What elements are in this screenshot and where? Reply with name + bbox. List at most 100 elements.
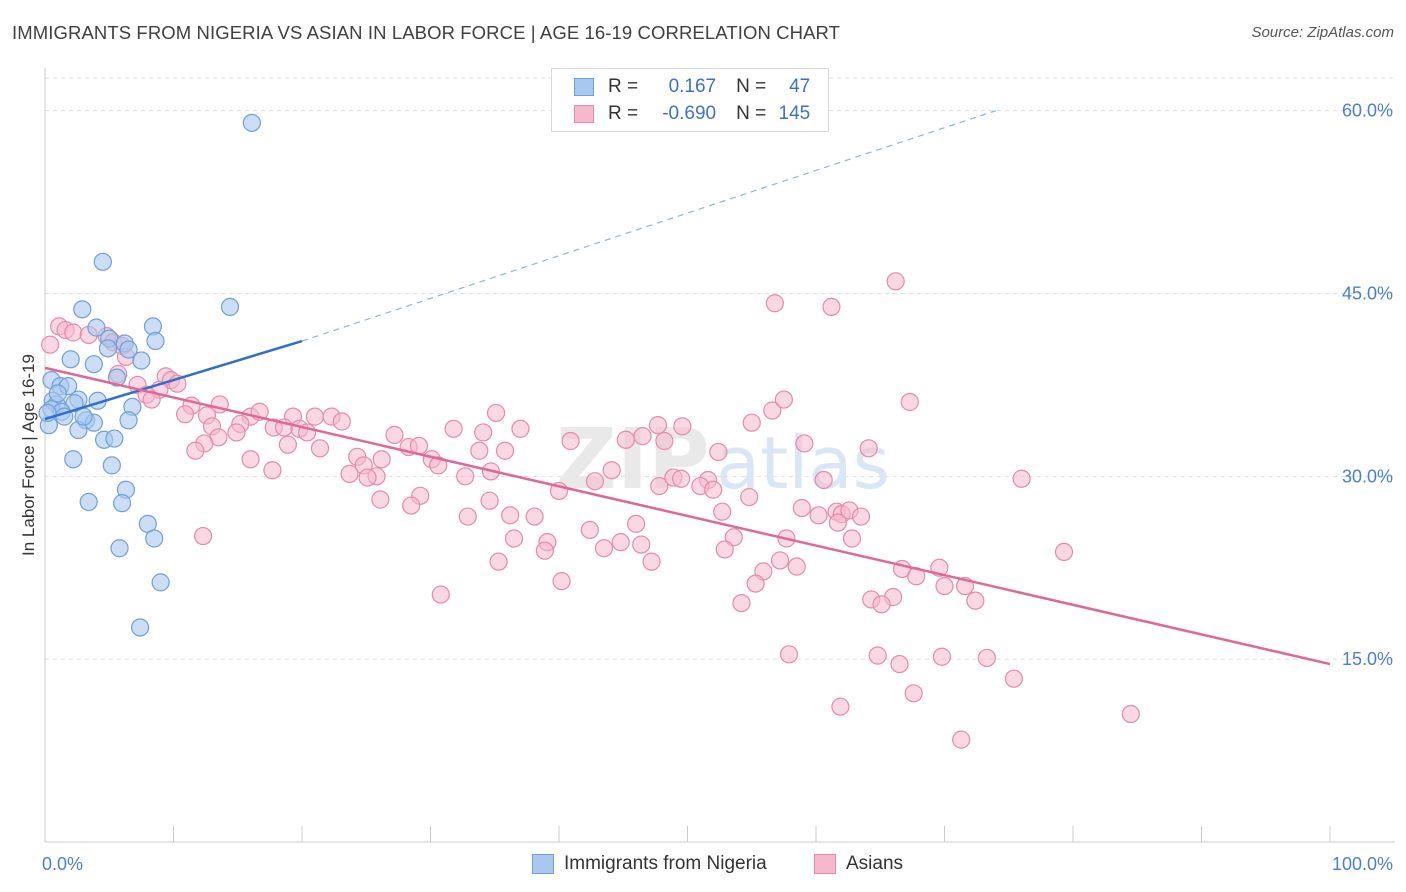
legend-n-label: N = bbox=[736, 76, 767, 97]
bottom-legend-label-nigeria: Immigrants from Nigeria bbox=[564, 853, 767, 874]
asians-point bbox=[1054, 542, 1074, 562]
asians-point bbox=[648, 416, 668, 435]
asians-point bbox=[724, 528, 743, 547]
asians-point bbox=[828, 513, 847, 532]
nigeria-point bbox=[145, 529, 164, 548]
asians-point bbox=[904, 684, 923, 703]
asians-point bbox=[489, 552, 508, 571]
asians-point bbox=[900, 392, 919, 412]
asians-point bbox=[831, 697, 850, 716]
nigeria-point bbox=[98, 339, 118, 358]
asians-point bbox=[305, 407, 324, 426]
nigeria-trend-extension bbox=[301, 110, 997, 342]
asians-point bbox=[340, 464, 359, 483]
asians-point bbox=[890, 654, 909, 674]
bottom-legend-label-asians: Asians bbox=[846, 853, 904, 874]
asians-point bbox=[1012, 469, 1031, 488]
nigeria-point bbox=[151, 573, 170, 592]
legend-n-value: 145 bbox=[778, 103, 811, 124]
asians-trend-line bbox=[44, 366, 1331, 666]
asians-point bbox=[795, 434, 814, 453]
legend-r-label: R = bbox=[608, 76, 639, 97]
asians-point bbox=[501, 506, 520, 525]
asians-point bbox=[480, 491, 499, 510]
legend-r-value: 0.167 bbox=[668, 76, 717, 97]
nigeria-point bbox=[132, 351, 151, 370]
asians-point bbox=[763, 401, 782, 420]
asians-point bbox=[186, 441, 205, 460]
asians-point bbox=[935, 576, 954, 596]
asians-point bbox=[792, 498, 811, 518]
nigeria-point bbox=[119, 411, 138, 430]
nigeria-point bbox=[48, 384, 67, 403]
asians-point bbox=[332, 412, 351, 431]
asians-point bbox=[872, 595, 891, 614]
asians-point bbox=[977, 648, 997, 668]
asians-point bbox=[742, 413, 761, 432]
asians-point bbox=[655, 431, 674, 451]
asians-points bbox=[41, 272, 1140, 749]
asians-point bbox=[650, 476, 669, 496]
nigeria-point bbox=[74, 407, 93, 426]
nigeria-point bbox=[79, 492, 98, 512]
asians-point bbox=[193, 526, 213, 546]
asians-point bbox=[814, 470, 833, 490]
gridlines bbox=[45, 77, 1395, 660]
asians-point bbox=[458, 507, 477, 526]
asians-point bbox=[632, 535, 651, 554]
y-tick-label: 15.0% bbox=[1342, 649, 1393, 669]
asians-point bbox=[372, 450, 391, 469]
asians-point bbox=[642, 552, 661, 571]
nigeria-point bbox=[93, 252, 112, 271]
y-tick-label: 45.0% bbox=[1342, 283, 1393, 303]
legend-row-nigeria: R = 0.167 N = 47 bbox=[574, 74, 810, 100]
asians-point bbox=[470, 441, 489, 460]
legend-n-label: N = bbox=[736, 103, 767, 124]
nigeria-point bbox=[65, 394, 84, 413]
asians-point bbox=[822, 297, 841, 317]
asians-point bbox=[774, 390, 793, 409]
asians-point bbox=[429, 456, 448, 475]
asians-point bbox=[602, 461, 621, 480]
legend-r-label: R = bbox=[608, 103, 639, 124]
trend-lines bbox=[44, 110, 1331, 666]
asians-point bbox=[732, 593, 751, 613]
axes bbox=[44, 68, 1395, 843]
axis-labels: 15.0% 30.0% 45.0% 60.0% 0.0% 100.0% In Labor F… bbox=[19, 101, 1393, 874]
nigeria-points bbox=[38, 113, 261, 637]
asians-point bbox=[175, 405, 195, 424]
nigeria-point bbox=[130, 618, 150, 637]
asians-point bbox=[310, 439, 330, 458]
asians-point bbox=[671, 469, 691, 488]
asians-point bbox=[278, 435, 297, 454]
nigeria-point bbox=[112, 494, 132, 513]
asians-point bbox=[535, 541, 554, 560]
asians-point bbox=[713, 502, 732, 521]
asians-point bbox=[504, 529, 524, 548]
asians-point bbox=[486, 403, 506, 423]
nigeria-point bbox=[87, 318, 106, 337]
legend-swatch-blue bbox=[574, 78, 594, 96]
asians-point bbox=[932, 647, 952, 666]
nigeria-point bbox=[102, 456, 121, 475]
asians-point bbox=[552, 572, 571, 591]
asians-point bbox=[142, 390, 161, 409]
asians-point bbox=[474, 423, 493, 442]
asians-point bbox=[809, 506, 828, 525]
bottom-legend-swatch-pink bbox=[814, 854, 836, 874]
nigeria-point bbox=[105, 429, 124, 448]
legend-r-value: -0.690 bbox=[662, 103, 717, 124]
asians-point bbox=[1121, 704, 1140, 724]
asians-point bbox=[594, 539, 614, 558]
asians-point bbox=[616, 430, 635, 449]
nigeria-point bbox=[119, 340, 138, 359]
asians-point bbox=[402, 496, 421, 515]
nigeria-point bbox=[73, 300, 92, 319]
chart-source: Source: ZipAtlas.com bbox=[1251, 24, 1394, 41]
nigeria-point bbox=[220, 297, 240, 317]
asians-point bbox=[511, 419, 530, 438]
legend-swatch-pink bbox=[574, 105, 594, 123]
nigeria-point bbox=[110, 539, 129, 558]
asians-point bbox=[585, 472, 605, 491]
